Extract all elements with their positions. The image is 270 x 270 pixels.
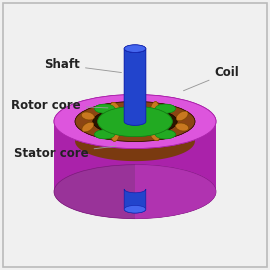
Polygon shape	[75, 122, 195, 161]
Ellipse shape	[93, 107, 177, 136]
Ellipse shape	[81, 112, 94, 120]
Ellipse shape	[111, 102, 120, 114]
Ellipse shape	[130, 120, 140, 123]
Ellipse shape	[94, 104, 115, 113]
Ellipse shape	[124, 45, 146, 52]
Ellipse shape	[98, 106, 172, 137]
Ellipse shape	[151, 102, 158, 115]
Ellipse shape	[54, 94, 216, 149]
Polygon shape	[135, 45, 146, 125]
Ellipse shape	[124, 205, 146, 213]
Polygon shape	[124, 189, 146, 213]
Text: Rotor core: Rotor core	[11, 99, 108, 112]
Text: Coil: Coil	[184, 66, 239, 91]
Polygon shape	[124, 49, 146, 125]
Text: Shaft: Shaft	[44, 58, 122, 73]
Ellipse shape	[82, 122, 94, 132]
Text: Stator core: Stator core	[14, 146, 116, 160]
Polygon shape	[124, 49, 146, 125]
Ellipse shape	[150, 129, 159, 141]
Ellipse shape	[93, 107, 177, 136]
Ellipse shape	[130, 120, 140, 123]
Ellipse shape	[98, 106, 172, 137]
Ellipse shape	[155, 104, 176, 113]
Ellipse shape	[176, 123, 189, 131]
Ellipse shape	[94, 104, 115, 113]
Ellipse shape	[54, 165, 216, 219]
Ellipse shape	[81, 112, 94, 120]
Ellipse shape	[112, 128, 119, 141]
Ellipse shape	[111, 102, 120, 114]
Ellipse shape	[75, 102, 195, 141]
Ellipse shape	[94, 130, 115, 139]
FancyBboxPatch shape	[3, 3, 267, 267]
Ellipse shape	[75, 102, 195, 141]
Ellipse shape	[112, 128, 119, 141]
Ellipse shape	[82, 122, 94, 132]
Ellipse shape	[124, 45, 146, 52]
Polygon shape	[135, 94, 216, 219]
Polygon shape	[54, 122, 216, 219]
Ellipse shape	[176, 111, 188, 121]
Ellipse shape	[155, 130, 176, 139]
Ellipse shape	[176, 111, 188, 121]
Ellipse shape	[176, 123, 189, 131]
Ellipse shape	[155, 130, 176, 139]
Ellipse shape	[54, 94, 216, 149]
Ellipse shape	[151, 102, 158, 115]
Ellipse shape	[94, 130, 115, 139]
Ellipse shape	[155, 104, 176, 113]
Ellipse shape	[150, 129, 159, 141]
